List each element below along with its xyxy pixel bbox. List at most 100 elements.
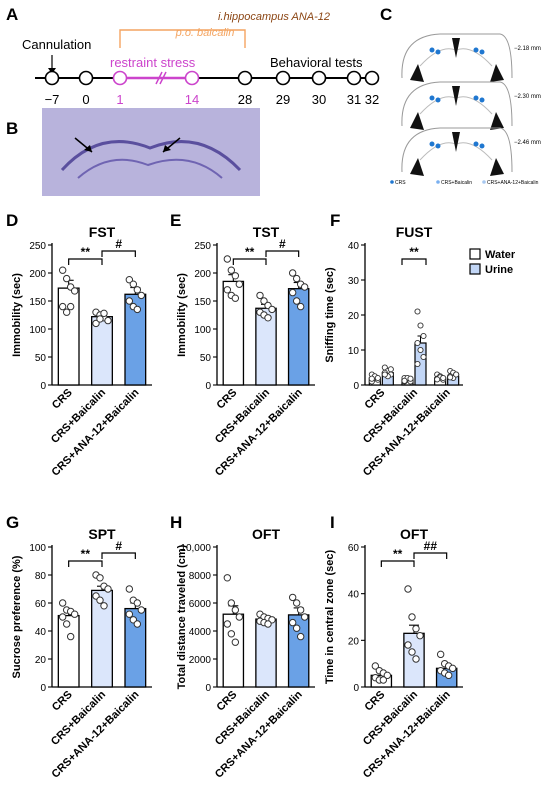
- timeline-node: [237, 70, 253, 86]
- y-tick-label: 150: [194, 297, 211, 308]
- panel-letter-g: G: [6, 513, 19, 532]
- y-tick-label: 250: [194, 241, 211, 252]
- data-point: [401, 377, 408, 384]
- data-point: [414, 339, 421, 347]
- data-point: [292, 599, 301, 607]
- data-point: [125, 297, 134, 305]
- panel-letter-i: I: [330, 513, 335, 532]
- ana12-label: i.hippocampus ANA-12: [218, 11, 330, 23]
- histology-arrow-right-head: [163, 145, 171, 152]
- sig-label: **: [245, 245, 255, 259]
- atlas-dark-region-right: [490, 64, 504, 82]
- data-point: [444, 671, 453, 680]
- atlas-ventricle: [452, 132, 460, 152]
- data-point: [453, 371, 460, 378]
- y-tick-label: 250: [29, 241, 46, 252]
- injection-site-dot: [473, 47, 479, 53]
- sig-bracket: [68, 258, 103, 265]
- treatment-bracket: [119, 29, 246, 48]
- data-point: [379, 676, 388, 684]
- data-point: [416, 631, 424, 640]
- chart-title: FST: [89, 224, 116, 240]
- sig-label: #: [115, 237, 122, 251]
- data-point: [133, 305, 142, 314]
- data-point: [58, 266, 67, 274]
- data-point: [58, 302, 67, 311]
- y-axis-label: Total distance traveled (cm): [176, 544, 188, 689]
- data-point: [404, 585, 412, 593]
- data-point: [133, 599, 142, 607]
- sig-bracket: [401, 258, 427, 265]
- injection-site-dot: [435, 49, 441, 55]
- data-point: [288, 269, 297, 277]
- y-tick-label: 200: [29, 269, 46, 280]
- panel-letter-h: H: [170, 513, 182, 532]
- data-point: [381, 371, 388, 378]
- y-tick-label: 100: [29, 325, 46, 336]
- atlas-legend-dot: [482, 180, 486, 184]
- data-point: [66, 302, 75, 311]
- atlas-legend-label: CRS: [395, 180, 406, 186]
- data-point: [235, 613, 244, 621]
- data-point: [58, 613, 67, 621]
- data-point: [368, 375, 375, 382]
- timeline-day-label: 31: [347, 92, 361, 107]
- x-tick-label: CRS: [363, 689, 388, 714]
- data-point: [436, 650, 445, 659]
- timeline-node: [311, 70, 327, 86]
- x-tick-label: CRS: [215, 689, 240, 714]
- chart-title: SPT: [88, 526, 116, 542]
- panel-letter-b: B: [6, 119, 18, 138]
- bar-1: [255, 618, 277, 688]
- sig-label: #: [115, 539, 122, 553]
- y-tick-label: 0: [353, 683, 359, 694]
- data-point: [137, 291, 146, 300]
- data-point: [231, 606, 240, 614]
- legend-label-water: Water: [485, 249, 516, 261]
- cannulation-label: Cannulation: [22, 37, 91, 52]
- timeline-node: [44, 70, 60, 86]
- atlas-dark-region-right: [490, 112, 504, 130]
- data-point: [66, 632, 75, 641]
- data-point: [58, 599, 67, 607]
- data-point: [104, 316, 112, 325]
- data-point: [223, 574, 232, 582]
- y-tick-label: 200: [194, 269, 211, 280]
- data-point: [223, 620, 232, 628]
- data-point: [300, 283, 309, 291]
- bar-1: [91, 316, 113, 386]
- stress-label: restraint stress: [110, 55, 196, 70]
- sig-bracket: [101, 552, 136, 559]
- atlas-legend-label: CRS+ANA-12+Baicalin: [487, 180, 539, 186]
- data-point: [62, 620, 71, 628]
- panel-letter-f: F: [330, 211, 340, 230]
- data-point: [387, 366, 394, 373]
- data-point: [137, 606, 146, 614]
- sig-label: **: [81, 245, 91, 259]
- data-point: [292, 274, 301, 283]
- data-point: [420, 332, 427, 340]
- panel-letter-c: C: [380, 5, 392, 24]
- data-point: [227, 266, 236, 274]
- atlas-dark-region-left: [410, 158, 424, 176]
- injection-site-dot: [473, 141, 479, 147]
- data-point: [231, 638, 240, 646]
- injection-site-dot: [429, 95, 435, 101]
- legend-swatch-urine: [469, 263, 481, 275]
- sig-bracket: [232, 258, 267, 265]
- data-point: [414, 308, 421, 315]
- atlas-legend-dot: [436, 180, 440, 184]
- y-tick-label: 10: [348, 346, 360, 357]
- data-point: [407, 375, 414, 382]
- data-point: [231, 272, 240, 280]
- data-point: [227, 599, 236, 607]
- data-point: [133, 620, 142, 628]
- atlas-level-label: −2.30 mm: [514, 94, 541, 100]
- data-point: [227, 630, 236, 638]
- timeline-node: [112, 70, 128, 86]
- timeline-day-label: 28: [238, 92, 252, 107]
- sig-label: **: [409, 245, 419, 259]
- data-point: [70, 610, 79, 618]
